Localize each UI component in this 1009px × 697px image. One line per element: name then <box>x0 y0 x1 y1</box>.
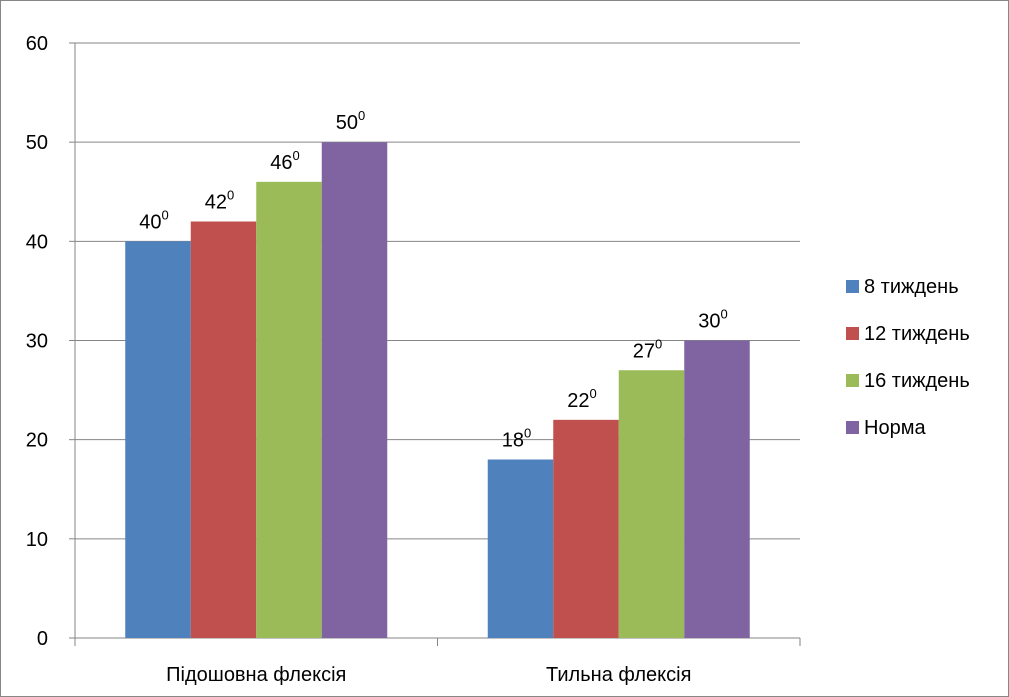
bar <box>256 181 322 639</box>
legend-swatch <box>846 327 859 340</box>
legend-swatch <box>846 280 859 293</box>
data-label: 220 <box>567 386 596 412</box>
bar <box>553 419 619 638</box>
legend-swatch <box>846 421 859 434</box>
y-tick-label: 0 <box>37 628 48 650</box>
data-label: 400 <box>139 207 168 233</box>
data-label: 270 <box>633 336 662 362</box>
x-category-label: Підошовна флексія <box>166 664 346 686</box>
legend-label: 12 тиждень <box>864 323 970 345</box>
legend-label: Норма <box>864 417 926 439</box>
legend-label: 8 тиждень <box>864 276 959 298</box>
y-tick-label: 50 <box>26 132 48 154</box>
bar <box>618 370 685 638</box>
y-tick-label: 30 <box>26 331 48 353</box>
bar <box>684 340 750 638</box>
data-label: 460 <box>270 148 299 174</box>
bar <box>125 241 191 639</box>
bar <box>487 459 554 638</box>
y-tick-label: 20 <box>26 430 48 452</box>
data-label: 180 <box>502 426 531 452</box>
bar <box>321 142 388 638</box>
x-category-label: Тильна флексія <box>546 664 691 686</box>
legend-swatch <box>846 374 859 387</box>
data-label: 500 <box>336 108 365 134</box>
legend-label: 16 тиждень <box>864 370 970 392</box>
y-tick-label: 60 <box>26 33 48 55</box>
y-tick-label: 10 <box>26 529 48 551</box>
data-label: 300 <box>698 307 727 333</box>
data-label: 420 <box>205 188 234 214</box>
bar <box>190 221 257 638</box>
y-tick-label: 40 <box>26 231 48 253</box>
